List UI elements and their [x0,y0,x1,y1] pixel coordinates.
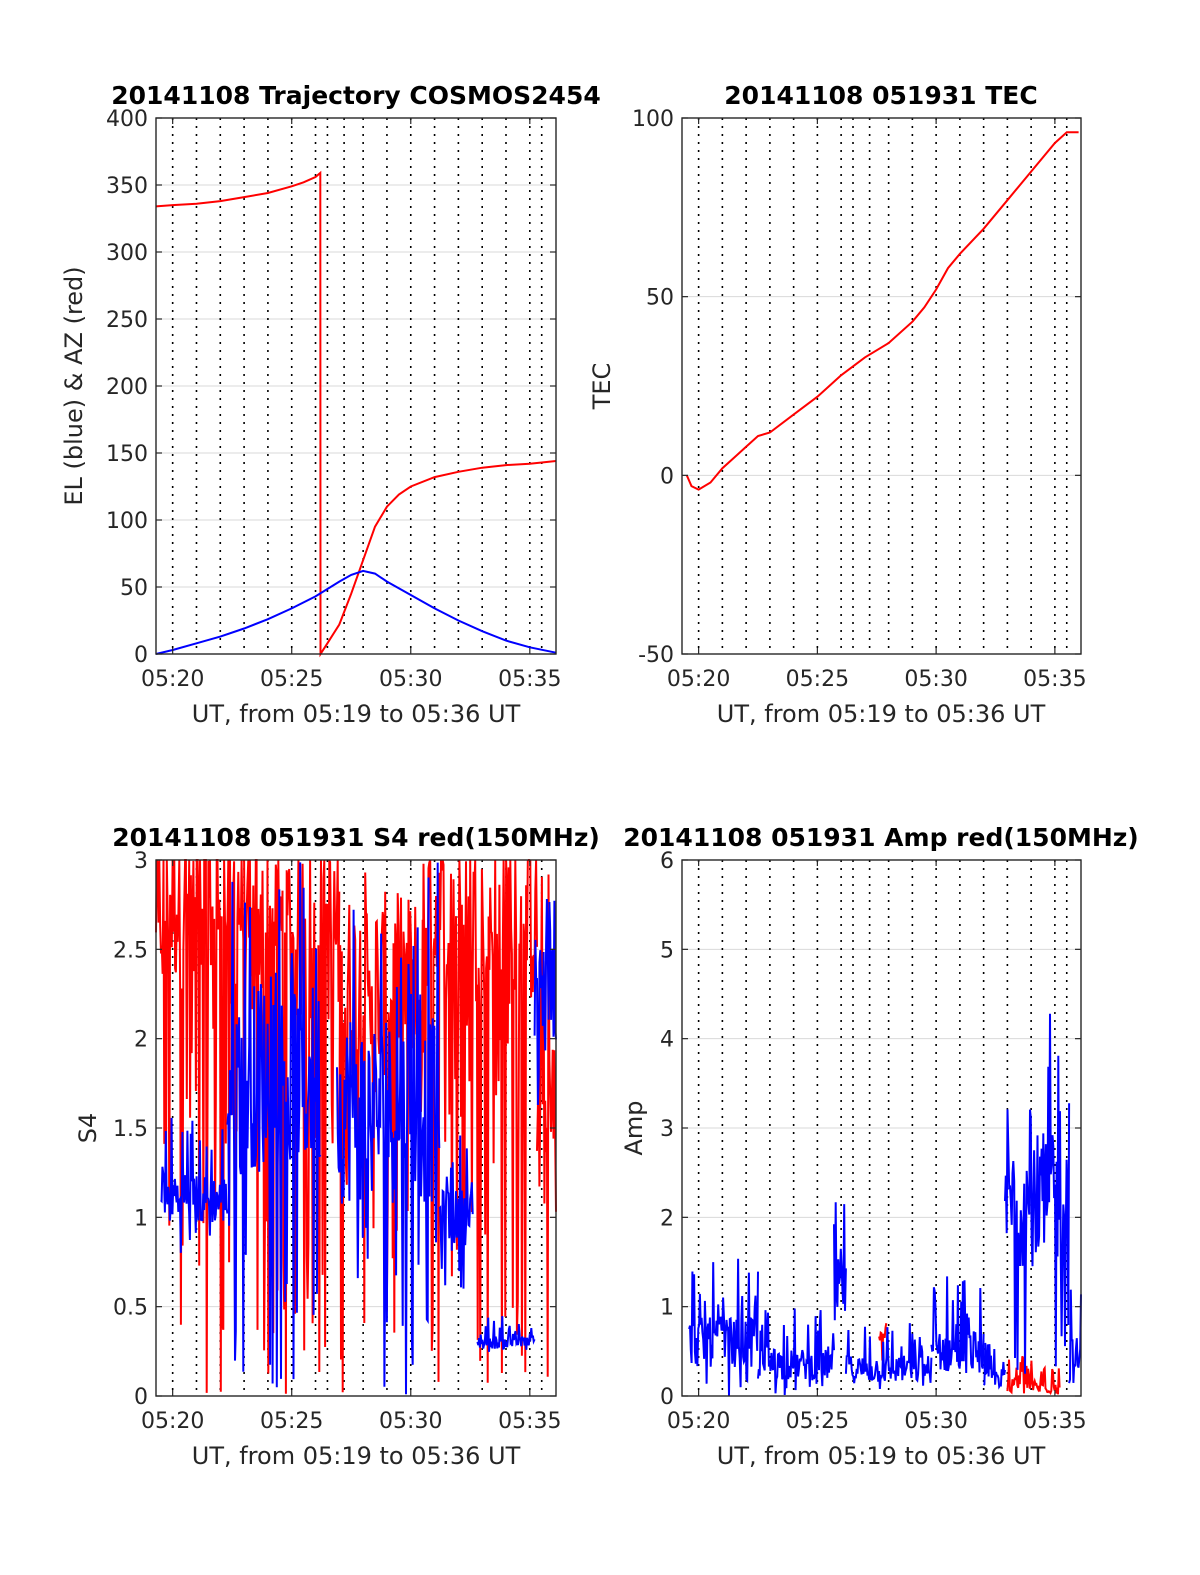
panel-title: 20141108 051931 TEC [724,81,1037,110]
x-tick-label: 05:30 [904,1409,967,1434]
y-tick-label: 0 [660,1385,674,1410]
y-tick-label: 250 [106,308,148,333]
panel-trajectory: 05:20 05:25 05:30 05:35 0 50 100 150 200 250 300 35… [60,81,601,728]
y-tick-label: 0 [660,464,674,489]
panel-title: 20141108 Trajectory COSMOS2454 [111,81,601,110]
x-tick-label: 05:30 [379,1409,442,1434]
y-axis-label: TEC [588,363,616,411]
y-tick-label: 2.5 [113,938,148,963]
series-line [982,1342,1006,1390]
x-tick-label: 05:25 [786,667,849,692]
dotted-time-markers [171,118,543,654]
series-line [536,874,557,1377]
series-line [688,1258,759,1396]
y-axis-label: EL (blue) & AZ (red) [60,266,88,505]
x-tick-label: 05:30 [379,667,442,692]
y-axis-label: S4 [74,1113,102,1144]
panel-tec: 05:20 05:25 05:30 05:35 -50 0 50 100 20141108 0… [588,81,1087,728]
y-tick-label: 350 [106,174,148,199]
y-tick-label: 6 [660,849,674,874]
y-axis-label: Amp [620,1100,648,1155]
panel-amp: 05:20 05:25 05:30 05:35 0 1 2 3 4 5 6 20141108 051… [620,823,1139,1470]
x-tick-label: 05:35 [498,667,561,692]
series-group [688,1013,1082,1396]
series-line [476,1316,536,1352]
y-tick-label: 1.5 [113,1117,148,1142]
ticks: 05:20 05:25 05:30 05:35 0 0.5 1 1.5 2 2.5 3 [113,849,562,1434]
ticks: 05:20 05:25 05:30 05:35 0 50 100 150 200 250 300 35… [106,107,562,692]
series-line [421,859,538,1383]
series-line [1004,1013,1071,1374]
series-line [685,131,1079,491]
x-axis-label: UT, from 05:19 to 05:36 UT [717,700,1046,728]
series-line [155,170,557,658]
y-tick-label: 300 [106,241,148,266]
y-tick-label: 0 [134,643,148,668]
x-tick-label: 05:20 [667,1409,730,1434]
y-tick-label: 100 [632,107,674,132]
x-tick-label: 05:20 [667,667,730,692]
series-line [226,862,322,1388]
series-line [757,1308,835,1396]
x-axis-label: UT, from 05:19 to 05:36 UT [192,1442,521,1470]
y-tick-label: 50 [646,286,674,311]
y-tick-label: 0 [134,1385,148,1410]
panel-title: 20141108 051931 Amp red(150MHz) [623,823,1139,852]
ticks: 05:20 05:25 05:30 05:35 0 1 2 3 4 5 6 [660,849,1087,1434]
grid [156,117,556,655]
panel-s4: 05:20 05:25 05:30 05:35 0 0.5 1 1.5 2 2.5 3 201411… [74,823,600,1470]
series-line [930,1276,985,1374]
y-tick-label: 3 [660,1117,674,1142]
y-tick-label: 3 [134,849,148,874]
series-line [533,898,557,1106]
dotted-time-markers [697,118,1068,654]
series-line [155,569,557,655]
y-tick-label: -50 [638,643,674,668]
y-tick-label: 50 [120,576,148,601]
y-tick-label: 150 [106,442,148,467]
ticks: 05:20 05:25 05:30 05:35 -50 0 50 100 [632,107,1087,692]
series-line [1006,1355,1061,1396]
series-line [438,1135,474,1289]
series-group [685,131,1079,491]
y-tick-label: 4 [660,1028,674,1053]
x-tick-label: 05:20 [141,667,204,692]
y-tick-label: 0.5 [113,1296,148,1321]
panel-title: 20141108 051931 S4 red(150MHz) [112,823,600,852]
series-line [336,862,441,1395]
x-tick-label: 05:35 [498,1409,561,1434]
x-tick-label: 05:30 [904,667,967,692]
y-tick-label: 200 [106,375,148,400]
x-tick-label: 05:25 [260,667,323,692]
y-tick-label: 1 [660,1296,674,1321]
x-tick-label: 05:25 [786,1409,849,1434]
y-tick-label: 1 [134,1206,148,1231]
x-tick-label: 05:35 [1023,1409,1086,1434]
x-tick-label: 05:25 [260,1409,323,1434]
y-tick-label: 2 [660,1206,674,1231]
x-axis-label: UT, from 05:19 to 05:36 UT [192,700,521,728]
plot-area [682,118,1081,654]
y-tick-label: 5 [660,938,674,963]
y-tick-label: 400 [106,107,148,132]
y-tick-label: 100 [106,509,148,534]
series-line [1068,1289,1082,1384]
dotted-time-markers [697,860,1068,1396]
series-line [833,1202,847,1321]
series-line [844,1323,933,1389]
x-tick-label: 05:35 [1023,667,1086,692]
series-group [155,170,557,658]
x-tick-label: 05:20 [141,1409,204,1434]
series-line [160,1117,229,1253]
x-axis-label: UT, from 05:19 to 05:36 UT [717,1442,1046,1470]
y-tick-label: 2 [134,1028,148,1053]
axes-box [681,117,1082,655]
